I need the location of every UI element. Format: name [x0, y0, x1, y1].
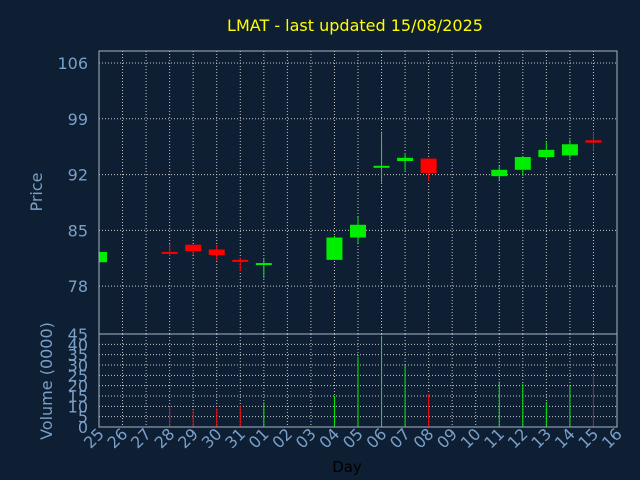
- candle-06: [373, 131, 390, 183]
- candle-body: [99, 251, 107, 263]
- candle-14: [561, 139, 578, 159]
- candle-29: [185, 244, 202, 256]
- price-tick-label: 92: [68, 166, 88, 185]
- price-panel-grid: [98, 51, 618, 334]
- x-axis: 2526272829303101020304050607080910111213…: [80, 424, 626, 452]
- volume-series: [169, 336, 594, 427]
- price-tick-label: 85: [68, 221, 88, 240]
- price-axis: 78 85 92 99 106 45: [57, 54, 88, 344]
- volume-tick-label: 40: [68, 335, 88, 354]
- candle-body: [420, 158, 437, 173]
- candle-body: [538, 149, 555, 158]
- candle-body: [373, 165, 390, 168]
- price-axis-label: Price: [27, 172, 46, 211]
- candle-body: [185, 244, 202, 252]
- candle-body: [514, 157, 531, 170]
- candle-01: [255, 259, 272, 279]
- price-tick-label: 78: [68, 277, 88, 296]
- candle-body: [232, 259, 249, 262]
- x-axis-label: Day: [332, 458, 362, 476]
- candle-body: [585, 140, 602, 143]
- candle-04: [326, 235, 343, 260]
- candle-31: [232, 258, 249, 272]
- candle-30: [208, 244, 225, 261]
- candle-13: [538, 141, 555, 159]
- volume-tick-label: 20: [68, 377, 88, 396]
- volume-axis-label: Volume (0000): [37, 322, 56, 440]
- volume-tick-label: 15: [68, 387, 88, 406]
- candle-body: [561, 144, 578, 156]
- candle-body: [326, 237, 343, 260]
- volume-tick-label: 5: [78, 408, 88, 427]
- candle-05: [350, 216, 366, 244]
- volume-panel-frame: [98, 333, 618, 428]
- volume-tick-label: 45: [68, 325, 88, 344]
- candlestick-series: [98, 131, 602, 279]
- price-tick-label: 106: [57, 54, 88, 73]
- candle-body: [161, 251, 178, 254]
- chart-title: LMAT - last updated 15/08/2025: [227, 16, 483, 35]
- candle-body: [208, 249, 225, 256]
- volume-tick-label: 30: [68, 356, 88, 375]
- volume-tick-label: 25: [68, 366, 88, 385]
- candle-25: [98, 250, 107, 263]
- candle-body: [255, 263, 272, 266]
- volume-tick-label: 10: [68, 397, 88, 416]
- volume-tick-label: 0: [78, 418, 88, 437]
- candle-11: [491, 165, 508, 181]
- candle-body: [350, 224, 366, 238]
- candle-body: [491, 169, 508, 177]
- candle-07: [397, 153, 414, 171]
- candle-28: [161, 243, 178, 256]
- volume-tick-label: 35: [68, 346, 88, 365]
- candle-08: [420, 158, 437, 181]
- candle-body: [397, 157, 414, 162]
- candle-15: [585, 131, 602, 151]
- price-tick-label: 99: [68, 110, 88, 129]
- candle-12: [514, 156, 531, 177]
